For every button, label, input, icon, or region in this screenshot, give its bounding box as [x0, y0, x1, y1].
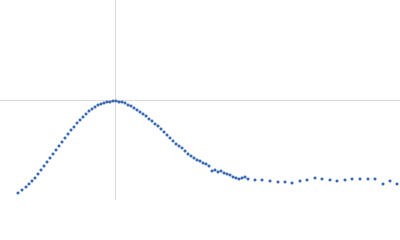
data-point — [63, 136, 67, 140]
data-point — [210, 169, 214, 173]
data-point — [381, 182, 385, 186]
data-point — [120, 100, 124, 104]
data-point — [117, 100, 121, 104]
data-point — [231, 175, 235, 179]
data-point — [162, 130, 166, 134]
data-point — [186, 152, 190, 156]
data-point — [51, 152, 55, 156]
data-point — [78, 118, 82, 122]
data-point — [39, 168, 43, 172]
data-point — [129, 104, 133, 108]
data-point — [358, 177, 362, 181]
data-point — [20, 188, 24, 192]
data-point — [54, 148, 58, 152]
data-point — [283, 180, 287, 184]
data-point — [165, 133, 169, 137]
chart — [0, 0, 400, 200]
data-point — [246, 177, 250, 181]
data-point — [111, 99, 115, 103]
data-point — [66, 132, 70, 136]
data-point — [48, 156, 52, 160]
data-point — [328, 178, 332, 182]
data-point — [290, 181, 294, 185]
data-point — [30, 179, 34, 183]
data-point — [153, 122, 157, 126]
data-point — [168, 136, 172, 140]
data-point — [260, 178, 264, 182]
data-point — [108, 100, 112, 104]
data-point — [388, 179, 392, 183]
data-point — [350, 177, 354, 181]
data-point — [57, 144, 61, 148]
data-point — [45, 160, 49, 164]
data-point — [60, 140, 64, 144]
data-point — [189, 154, 193, 158]
data-point — [204, 162, 208, 166]
data-point — [320, 177, 324, 181]
data-point — [395, 182, 399, 186]
data-point — [213, 168, 217, 172]
data-point — [81, 115, 85, 119]
data-point — [84, 112, 88, 116]
data-point — [313, 176, 317, 180]
data-point — [225, 172, 229, 176]
data-point — [72, 125, 76, 129]
data-point — [150, 119, 154, 123]
data-point — [198, 159, 202, 163]
data-point — [228, 173, 232, 177]
data-point — [335, 179, 339, 183]
page: {"chart_data": {"type": "scatter", "xlim… — [0, 0, 400, 200]
data-point — [141, 112, 145, 116]
data-point — [373, 177, 377, 181]
data-point — [159, 127, 163, 131]
data-point — [69, 128, 73, 132]
data-point — [237, 177, 241, 181]
data-point — [90, 107, 94, 111]
data-point — [144, 114, 148, 118]
data-point — [99, 102, 103, 106]
data-point — [27, 182, 31, 186]
data-point — [171, 139, 175, 143]
data-point — [42, 164, 46, 168]
data-point — [276, 180, 280, 184]
data-point — [216, 170, 220, 174]
data-point — [147, 117, 151, 121]
data-point — [174, 142, 178, 146]
data-point — [366, 177, 370, 181]
data-point — [96, 103, 100, 107]
data-point — [33, 176, 37, 180]
data-point — [207, 164, 211, 168]
data-point — [114, 99, 118, 103]
data-point — [343, 178, 347, 182]
data-point — [156, 124, 160, 128]
data-point — [222, 171, 226, 175]
data-point — [36, 172, 40, 176]
data-point — [123, 101, 127, 105]
data-point — [135, 108, 139, 112]
data-point — [268, 179, 272, 183]
data-point — [192, 156, 196, 160]
data-point — [126, 103, 130, 107]
data-point — [93, 105, 97, 109]
data-point — [201, 161, 205, 165]
data-point — [240, 176, 244, 180]
data-point — [243, 175, 247, 179]
data-point — [16, 191, 20, 195]
data-point — [75, 121, 79, 125]
data-point — [183, 149, 187, 153]
data-point — [180, 146, 184, 150]
data-point — [305, 178, 309, 182]
data-point — [219, 169, 223, 173]
data-point — [132, 106, 136, 110]
data-point — [105, 100, 109, 104]
data-point — [102, 101, 106, 105]
data-point — [177, 144, 181, 148]
data-point — [24, 185, 28, 189]
data-point — [138, 110, 142, 114]
data-point — [234, 176, 238, 180]
data-point — [253, 178, 257, 182]
data-point — [195, 158, 199, 162]
data-point — [87, 109, 91, 113]
data-point — [298, 179, 302, 183]
